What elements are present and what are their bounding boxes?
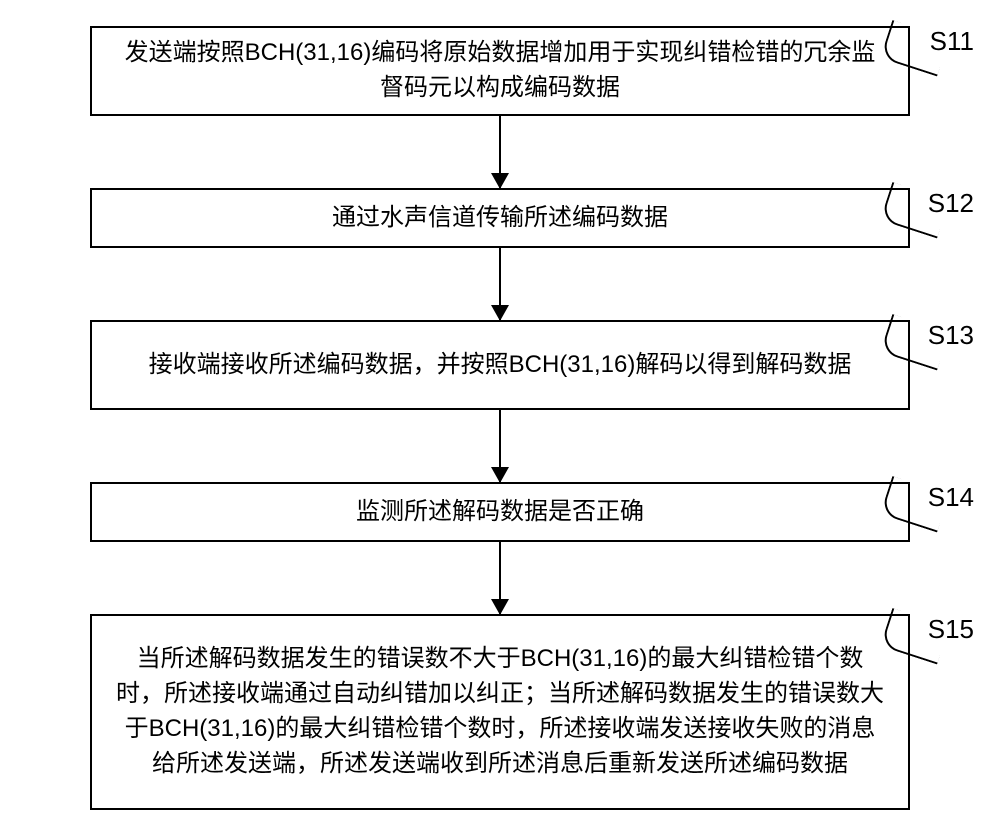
step-label-wrap: S14: [880, 474, 970, 514]
flow-arrow: [499, 410, 501, 482]
flow-box-text: 通过水声信道传输所述编码数据: [332, 201, 668, 236]
flow-box: 发送端按照BCH(31,16)编码将原始数据增加用于实现纠错检错的冗余监督码元以…: [90, 26, 910, 116]
step-label: S15: [928, 614, 974, 645]
flow-box: 监测所述解码数据是否正确: [90, 482, 910, 542]
flow-box-text: 当所述解码数据发生的错误数不大于BCH(31,16)的最大纠错检错个数时，所述接…: [114, 642, 886, 781]
step-label-wrap: S12: [880, 180, 970, 220]
flow-arrow: [499, 542, 501, 614]
flow-box-text: 发送端按照BCH(31,16)编码将原始数据增加用于实现纠错检错的冗余监督码元以…: [114, 36, 886, 106]
flow-box: 接收端接收所述编码数据，并按照BCH(31,16)解码以得到解码数据: [90, 320, 910, 410]
arrow-head-icon: [491, 467, 509, 483]
flow-box-text: 接收端接收所述编码数据，并按照BCH(31,16)解码以得到解码数据: [149, 348, 852, 383]
flow-box: 当所述解码数据发生的错误数不大于BCH(31,16)的最大纠错检错个数时，所述接…: [90, 614, 910, 810]
step-label-wrap: S13: [880, 312, 970, 352]
flow-arrow: [499, 248, 501, 320]
flow-box: 通过水声信道传输所述编码数据: [90, 188, 910, 248]
flow-box-text: 监测所述解码数据是否正确: [356, 495, 644, 530]
flow-node: 监测所述解码数据是否正确 S14: [90, 482, 910, 542]
flow-node: 通过水声信道传输所述编码数据 S12: [90, 188, 910, 248]
arrow-head-icon: [491, 305, 509, 321]
flow-arrow: [499, 116, 501, 188]
arrow-head-icon: [491, 173, 509, 189]
flow-node: 当所述解码数据发生的错误数不大于BCH(31,16)的最大纠错检错个数时，所述接…: [90, 614, 910, 810]
arrow-head-icon: [491, 599, 509, 615]
flow-node: 接收端接收所述编码数据，并按照BCH(31,16)解码以得到解码数据 S13: [90, 320, 910, 410]
flow-node: 发送端按照BCH(31,16)编码将原始数据增加用于实现纠错检错的冗余监督码元以…: [90, 26, 910, 116]
step-label-wrap: S11: [880, 18, 970, 58]
step-label: S12: [928, 188, 974, 219]
step-label-wrap: S15: [880, 606, 970, 646]
step-label: S14: [928, 482, 974, 513]
step-label: S13: [928, 320, 974, 351]
step-label: S11: [930, 26, 974, 57]
flowchart-container: 发送端按照BCH(31,16)编码将原始数据增加用于实现纠错检错的冗余监督码元以…: [40, 26, 960, 810]
